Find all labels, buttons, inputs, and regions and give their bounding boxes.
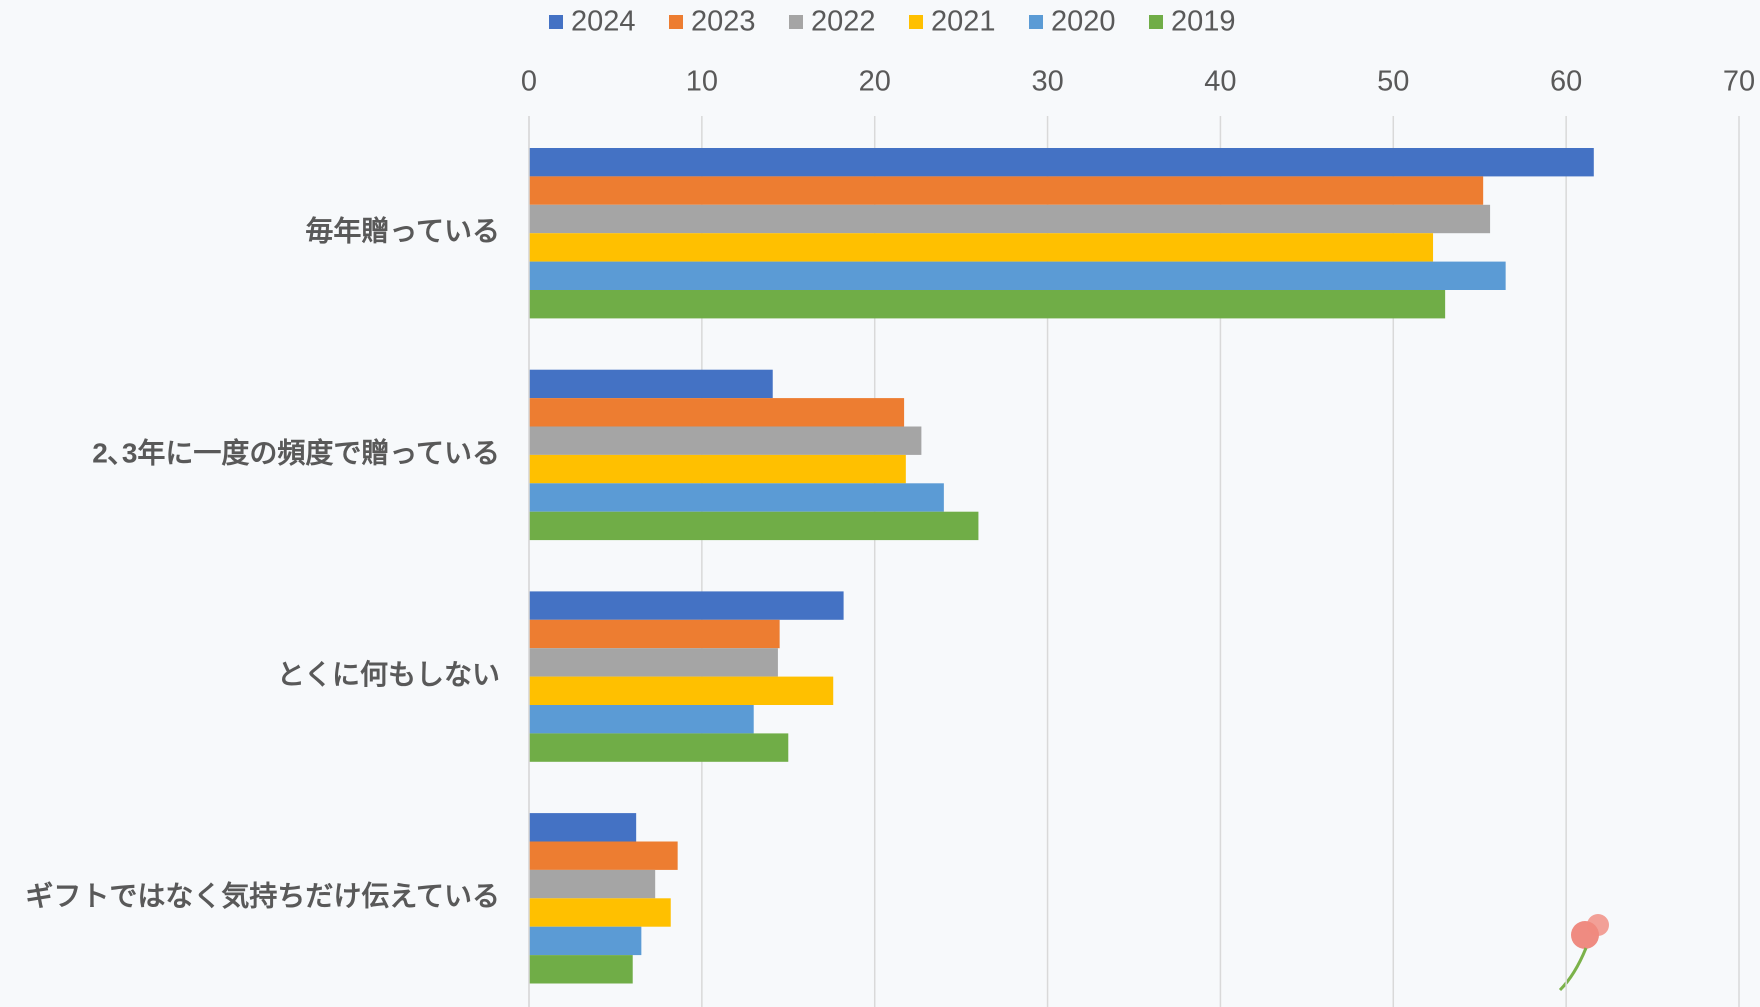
legend-swatch [1149, 15, 1163, 29]
category-label: 毎年贈っている [305, 215, 500, 247]
logo [1558, 914, 1609, 992]
bar [529, 204, 1491, 234]
bar [529, 148, 1594, 177]
bar [529, 648, 778, 677]
x-tick-label: 20 [859, 66, 891, 98]
category-label: 2､3年に一度の頻度で贈っている [92, 436, 500, 468]
bar [529, 454, 906, 484]
bar [529, 290, 1446, 319]
bar [529, 233, 1434, 262]
category-label: とくに何もしない [277, 659, 500, 690]
x-tick-label: 50 [1377, 66, 1409, 98]
bar [529, 591, 844, 620]
legend-label: 2019 [1171, 6, 1236, 38]
legend-label: 2022 [811, 6, 876, 38]
x-tick-label: 10 [686, 66, 718, 98]
x-tick-label: 40 [1204, 66, 1236, 98]
x-tick-label: 0 [521, 66, 537, 98]
bar [529, 176, 1484, 205]
legend-swatch [1029, 15, 1043, 29]
legend-swatch [669, 15, 683, 29]
legend-swatch [549, 15, 563, 29]
legend-swatch [789, 15, 803, 29]
bar [529, 869, 656, 899]
bar [529, 398, 905, 427]
bar [529, 926, 642, 956]
legend-label: 2021 [931, 6, 996, 38]
bar [529, 841, 678, 870]
x-tick-label: 60 [1550, 66, 1582, 98]
x-tick-label: 30 [1031, 66, 1063, 98]
bar [529, 619, 780, 649]
legend-swatch [909, 15, 923, 29]
x-tick-label: 70 [1723, 66, 1755, 98]
bar [529, 369, 773, 399]
legend-label: 2024 [571, 6, 636, 38]
bar [529, 813, 637, 842]
legend-label: 2023 [691, 6, 756, 38]
bar [529, 483, 944, 512]
bar [529, 955, 633, 984]
category-label: ギフトではなく気持ちだけ伝えている [25, 881, 500, 912]
bar [529, 426, 922, 455]
bar [529, 898, 671, 927]
bar [529, 676, 834, 705]
bar [529, 511, 979, 541]
legend-label: 2020 [1051, 6, 1116, 38]
bar [529, 261, 1506, 290]
bar [529, 705, 754, 734]
bar [529, 733, 789, 762]
